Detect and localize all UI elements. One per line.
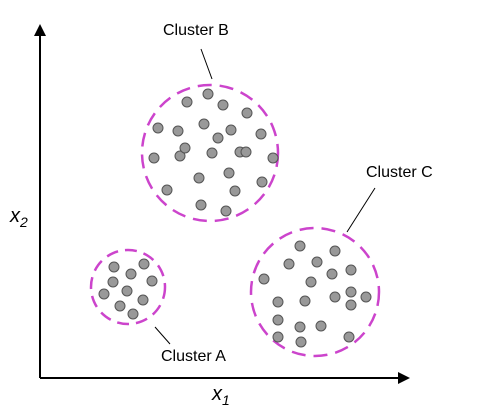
cluster-b-point-20	[195, 199, 207, 211]
cluster-b-point-4	[241, 107, 253, 119]
cluster-c-leader	[346, 187, 376, 233]
cluster-a-point-4	[146, 275, 158, 287]
cluster-b-point-7	[198, 118, 210, 130]
cluster-b-point-2	[181, 96, 193, 108]
cluster-c-point-2	[329, 245, 341, 257]
cluster-b-point-15	[193, 172, 205, 184]
cluster-c-point-12	[345, 286, 357, 298]
y-axis-label-main: x	[9, 205, 21, 227]
cluster-c-point-20	[272, 331, 284, 343]
cluster-b-point-19	[229, 185, 241, 197]
cluster-c-point-1	[294, 240, 306, 252]
cluster-c-label: Cluster C	[366, 164, 433, 181]
cluster-b-point-16	[223, 167, 235, 179]
cluster-c-point-17	[345, 299, 357, 311]
cluster-a-point-8	[137, 294, 149, 306]
cluster-c-point-3	[283, 258, 295, 270]
cluster-c-point-16	[315, 320, 327, 332]
cluster-b-label: Cluster B	[163, 22, 229, 39]
cluster-b-point-8	[225, 124, 237, 136]
cluster-b-point-18	[161, 184, 173, 196]
data-points	[98, 88, 372, 348]
x-axis-label-subscript: 1	[222, 392, 230, 408]
cluster-a-point-9	[114, 300, 126, 312]
y-axis-label-subscript: 2	[19, 214, 28, 230]
cluster-c-point-8	[345, 264, 357, 276]
cluster-a-point-6	[121, 285, 133, 297]
cluster-b-point-6	[172, 125, 184, 137]
cluster-a-point-5	[107, 276, 119, 288]
cluster-b-point-3	[217, 99, 229, 111]
cluster-b-point-23	[179, 142, 191, 154]
cluster-a-leader	[154, 326, 171, 345]
x-axis-label: x1	[211, 383, 230, 408]
cluster-c-point-7	[326, 268, 338, 280]
cluster-b-point-17	[256, 176, 268, 188]
cluster-b-point-24	[212, 132, 224, 144]
cluster-c-point-13	[360, 291, 372, 303]
cluster-b-point-9	[255, 128, 267, 140]
cluster-c-outline	[249, 226, 381, 358]
cluster-b-leader	[200, 48, 213, 80]
x-axis-label-main: x	[211, 383, 223, 405]
y-axis-label: x2	[9, 205, 28, 230]
cluster-a-outline	[89, 248, 167, 326]
cluster-c-point-4	[311, 256, 323, 268]
cluster-b-point-21	[220, 205, 232, 217]
cluster-c-point-15	[294, 321, 306, 333]
cluster-b-point-22	[240, 146, 252, 158]
cluster-c-point-11	[329, 291, 341, 303]
cluster-c-point-18	[295, 336, 307, 348]
cluster-a-point-1	[108, 261, 120, 273]
cluster-b-point-10	[148, 152, 160, 164]
cluster-c-point-19	[343, 331, 355, 343]
cluster-a-point-3	[138, 258, 150, 270]
cluster-b-point-14	[267, 152, 279, 164]
cluster-b-point-5	[152, 122, 164, 134]
cluster-a-point-7	[98, 288, 110, 300]
cluster-b-point-12	[206, 147, 218, 159]
cluster-a-label: Cluster A	[161, 348, 226, 365]
cluster-c-point-5	[258, 273, 270, 285]
cluster-b-point-1	[202, 88, 214, 100]
cluster-b-point-11	[174, 150, 186, 162]
cluster-c-point-14	[272, 314, 284, 326]
cluster-a-point-2	[125, 268, 137, 280]
cluster-c-point-9	[272, 296, 284, 308]
cluster-b-outline	[140, 83, 280, 223]
cluster-a-point-10	[127, 308, 139, 320]
cluster-c-point-10	[299, 295, 311, 307]
cluster-c-point-6	[305, 276, 317, 288]
